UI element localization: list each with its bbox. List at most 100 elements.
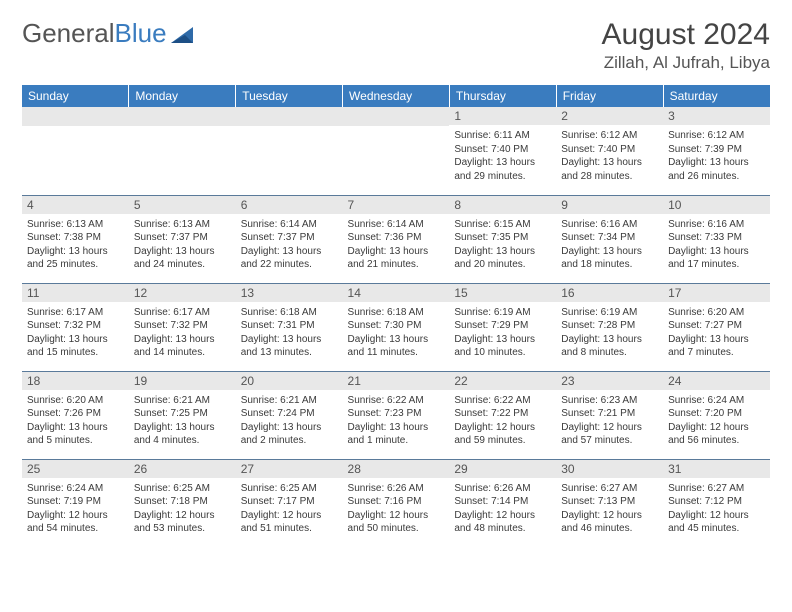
daylight-line: Daylight: 13 hours and 22 minutes.: [241, 245, 338, 272]
calendar-row: 18Sunrise: 6:20 AMSunset: 7:26 PMDayligh…: [22, 371, 770, 459]
day-number: 25: [22, 460, 129, 478]
sunset-line: Sunset: 7:38 PM: [27, 231, 124, 245]
day-number: 27: [236, 460, 343, 478]
calendar-cell: 9Sunrise: 6:16 AMSunset: 7:34 PMDaylight…: [556, 195, 663, 283]
day-details: Sunrise: 6:12 AMSunset: 7:40 PMDaylight:…: [556, 127, 663, 187]
sunrise-line: Sunrise: 6:20 AM: [27, 394, 124, 408]
day-details: Sunrise: 6:20 AMSunset: 7:27 PMDaylight:…: [663, 304, 770, 364]
sunset-line: Sunset: 7:31 PM: [241, 319, 338, 333]
daylight-line: Daylight: 12 hours and 56 minutes.: [668, 421, 765, 448]
calendar-cell: 4Sunrise: 6:13 AMSunset: 7:38 PMDaylight…: [22, 195, 129, 283]
daylight-line: Daylight: 13 hours and 10 minutes.: [454, 333, 551, 360]
day-details: Sunrise: 6:22 AMSunset: 7:22 PMDaylight:…: [449, 392, 556, 452]
sunset-line: Sunset: 7:29 PM: [454, 319, 551, 333]
sunrise-line: Sunrise: 6:22 AM: [348, 394, 445, 408]
sunrise-line: Sunrise: 6:16 AM: [561, 218, 658, 232]
calendar-cell: 17Sunrise: 6:20 AMSunset: 7:27 PMDayligh…: [663, 283, 770, 371]
sunrise-line: Sunrise: 6:14 AM: [348, 218, 445, 232]
daylight-line: Daylight: 13 hours and 18 minutes.: [561, 245, 658, 272]
sunset-line: Sunset: 7:20 PM: [668, 407, 765, 421]
empty-day: [236, 107, 343, 126]
daylight-line: Daylight: 13 hours and 4 minutes.: [134, 421, 231, 448]
day-details: Sunrise: 6:17 AMSunset: 7:32 PMDaylight:…: [129, 304, 236, 364]
calendar-cell: 26 Sunrise: 6:25 AMSunset: 7:18 PMDayligh…: [129, 459, 236, 547]
day-details: Sunrise: 6:13 AMSunset: 7:38 PMDaylight:…: [22, 216, 129, 276]
daylight-line: Daylight: 12 hours and 57 minutes.: [561, 421, 658, 448]
sunset-line: Sunset: 7:36 PM: [348, 231, 445, 245]
sunset-line: Sunset: 7:22 PM: [454, 407, 551, 421]
day-number: 26: [129, 460, 236, 478]
sunrise-line: Sunrise: 6:12 AM: [561, 129, 658, 143]
calendar-cell: [343, 107, 450, 195]
day-number: 11: [22, 284, 129, 302]
sunrise-line: Sunrise: 6:24 AM: [668, 394, 765, 408]
calendar-cell: 21Sunrise: 6:22 AMSunset: 7:23 PMDayligh…: [343, 371, 450, 459]
sunrise-line: Sunrise: 6:12 AM: [668, 129, 765, 143]
day-number: 3: [663, 107, 770, 125]
daylight-line: Daylight: 13 hours and 21 minutes.: [348, 245, 445, 272]
day-number: 20: [236, 372, 343, 390]
sunrise-line: Sunrise: 6:18 AM: [348, 306, 445, 320]
day-details: Sunrise: 6:13 AMSunset: 7:37 PMDaylight:…: [129, 216, 236, 276]
daylight-line: Daylight: 13 hours and 15 minutes.: [27, 333, 124, 360]
calendar-cell: 24 Sunrise: 6:24 AMSunset: 7:20 PMDayligh…: [663, 371, 770, 459]
empty-day: [343, 107, 450, 126]
calendar-cell: 16Sunrise: 6:19 AMSunset: 7:28 PMDayligh…: [556, 283, 663, 371]
day-number: 10: [663, 196, 770, 214]
calendar-cell: 27Sunrise: 6:25 AMSunset: 7:17 PMDayligh…: [236, 459, 343, 547]
calendar-cell: 15Sunrise: 6:19 AMSunset: 7:29 PMDayligh…: [449, 283, 556, 371]
day-number: 13: [236, 284, 343, 302]
empty-day: [22, 107, 129, 126]
calendar-row: 11Sunrise: 6:17 AMSunset: 7:32 PMDayligh…: [22, 283, 770, 371]
daylight-line: Daylight: 12 hours and 46 minutes.: [561, 509, 658, 536]
weekday-header: Monday: [129, 85, 236, 107]
day-details: Sunrise: 6:16 AMSunset: 7:33 PMDaylight:…: [663, 216, 770, 276]
daylight-line: Daylight: 13 hours and 7 minutes.: [668, 333, 765, 360]
sunset-line: Sunset: 7:37 PM: [241, 231, 338, 245]
sunset-line: Sunset: 7:34 PM: [561, 231, 658, 245]
sunrise-line: Sunrise: 6:17 AM: [27, 306, 124, 320]
sunset-line: Sunset: 7:32 PM: [134, 319, 231, 333]
calendar-row: 1Sunrise: 6:11 AMSunset: 7:40 PMDaylight…: [22, 107, 770, 195]
day-number: 28: [343, 460, 450, 478]
title-block: August 2024 Zillah, Al Jufrah, Libya: [602, 18, 770, 73]
daylight-line: Daylight: 12 hours and 45 minutes.: [668, 509, 765, 536]
day-number: 8: [449, 196, 556, 214]
calendar-page: GeneralBlue August 2024 Zillah, Al Jufra…: [0, 0, 792, 557]
sunset-line: Sunset: 7:23 PM: [348, 407, 445, 421]
day-details: Sunrise: 6:25 AMSunset: 7:18 PMDaylight:…: [129, 480, 236, 540]
sunrise-line: Sunrise: 6:26 AM: [454, 482, 551, 496]
sunrise-line: Sunrise: 6:19 AM: [561, 306, 658, 320]
day-number: 24: [663, 372, 770, 390]
calendar-cell: 25Sunrise: 6:24 AMSunset: 7:19 PMDayligh…: [22, 459, 129, 547]
sunset-line: Sunset: 7:16 PM: [348, 495, 445, 509]
calendar-row: 25Sunrise: 6:24 AMSunset: 7:19 PMDayligh…: [22, 459, 770, 547]
daylight-line: Daylight: 12 hours and 50 minutes.: [348, 509, 445, 536]
sunset-line: Sunset: 7:24 PM: [241, 407, 338, 421]
sunrise-line: Sunrise: 6:19 AM: [454, 306, 551, 320]
calendar-cell: [129, 107, 236, 195]
daylight-line: Daylight: 13 hours and 24 minutes.: [134, 245, 231, 272]
daylight-line: Daylight: 13 hours and 1 minute.: [348, 421, 445, 448]
day-number: 18: [22, 372, 129, 390]
weekday-header: Thursday: [449, 85, 556, 107]
daylight-line: Daylight: 13 hours and 2 minutes.: [241, 421, 338, 448]
calendar-cell: 7Sunrise: 6:14 AMSunset: 7:36 PMDaylight…: [343, 195, 450, 283]
sunset-line: Sunset: 7:17 PM: [241, 495, 338, 509]
sunset-line: Sunset: 7:37 PM: [134, 231, 231, 245]
day-details: Sunrise: 6:21 AMSunset: 7:25 PMDaylight:…: [129, 392, 236, 452]
sunset-line: Sunset: 7:19 PM: [27, 495, 124, 509]
sunset-line: Sunset: 7:21 PM: [561, 407, 658, 421]
sunrise-line: Sunrise: 6:21 AM: [241, 394, 338, 408]
weekday-header: Saturday: [663, 85, 770, 107]
calendar-body: 1Sunrise: 6:11 AMSunset: 7:40 PMDaylight…: [22, 107, 770, 547]
calendar-cell: 12Sunrise: 6:17 AMSunset: 7:32 PMDayligh…: [129, 283, 236, 371]
weekday-header: Wednesday: [343, 85, 450, 107]
sunrise-line: Sunrise: 6:26 AM: [348, 482, 445, 496]
day-details: Sunrise: 6:19 AMSunset: 7:28 PMDaylight:…: [556, 304, 663, 364]
sunrise-line: Sunrise: 6:14 AM: [241, 218, 338, 232]
sunset-line: Sunset: 7:33 PM: [668, 231, 765, 245]
sunset-line: Sunset: 7:13 PM: [561, 495, 658, 509]
sunset-line: Sunset: 7:40 PM: [454, 143, 551, 157]
day-details: Sunrise: 6:26 AMSunset: 7:16 PMDaylight:…: [343, 480, 450, 540]
